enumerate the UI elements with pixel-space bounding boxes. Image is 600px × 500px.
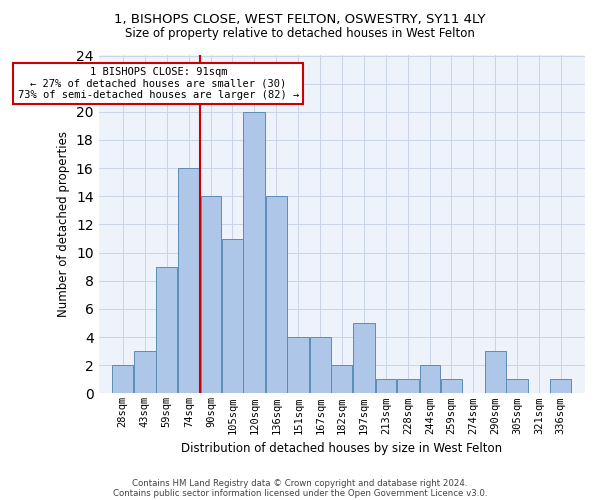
X-axis label: Distribution of detached houses by size in West Felton: Distribution of detached houses by size … [181, 442, 502, 455]
Bar [419, 365, 440, 394]
Bar [376, 380, 396, 394]
Bar [485, 351, 506, 394]
Bar [222, 238, 242, 394]
Text: 1, BISHOPS CLOSE, WEST FELTON, OSWESTRY, SY11 4LY: 1, BISHOPS CLOSE, WEST FELTON, OSWESTRY,… [114, 12, 486, 26]
Bar [550, 380, 571, 394]
Bar [331, 365, 352, 394]
Bar [178, 168, 200, 394]
Text: 1 BISHOPS CLOSE: 91sqm
← 27% of detached houses are smaller (30)
73% of semi-det: 1 BISHOPS CLOSE: 91sqm ← 27% of detached… [17, 67, 299, 100]
Bar [397, 380, 419, 394]
Bar [112, 365, 133, 394]
Bar [287, 337, 310, 394]
Bar [506, 380, 529, 394]
Bar [266, 196, 287, 394]
Bar [243, 112, 265, 394]
Bar [200, 196, 221, 394]
Y-axis label: Number of detached properties: Number of detached properties [58, 132, 70, 318]
Bar [157, 266, 177, 394]
Bar [353, 323, 375, 394]
Text: Size of property relative to detached houses in West Felton: Size of property relative to detached ho… [125, 28, 475, 40]
Bar [134, 351, 156, 394]
Text: Contains HM Land Registry data © Crown copyright and database right 2024.: Contains HM Land Registry data © Crown c… [132, 478, 468, 488]
Text: Contains public sector information licensed under the Open Government Licence v3: Contains public sector information licen… [113, 488, 487, 498]
Bar [310, 337, 331, 394]
Bar [441, 380, 461, 394]
